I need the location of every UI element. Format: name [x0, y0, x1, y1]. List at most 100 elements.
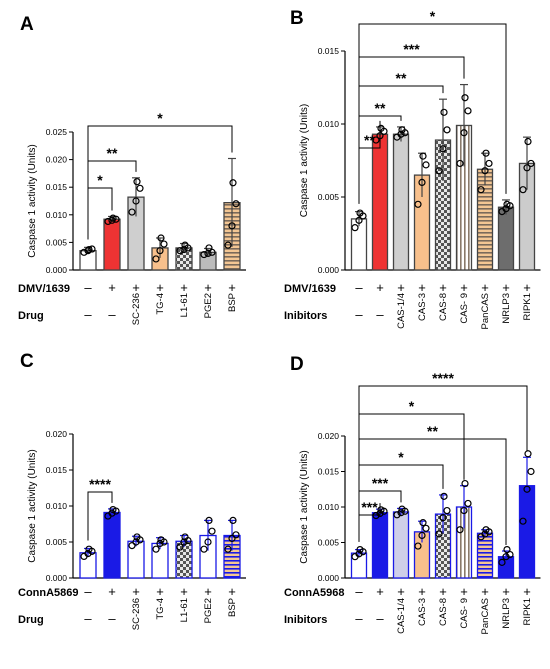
data-point — [152, 545, 160, 553]
y-tick-label: 0.005 — [318, 192, 340, 202]
data-point — [224, 241, 232, 249]
data-point — [456, 159, 464, 168]
significance-label: *** — [372, 475, 389, 491]
data-point — [482, 526, 490, 534]
data-point — [372, 511, 380, 520]
treatment-symbol: + — [397, 584, 405, 599]
chart-panel-b: Caspase 1 activity (Units) 0.000 0.005 0.01… — [284, 8, 541, 329]
data-point — [128, 208, 136, 216]
y-tick-label: 0.020 — [46, 429, 68, 439]
data-point — [208, 527, 216, 535]
data-point — [356, 209, 364, 217]
data-point — [435, 167, 443, 175]
bar — [371, 512, 389, 579]
drug-row-label: Inibitors — [284, 310, 327, 322]
y-tick-label: 0.005 — [46, 237, 68, 247]
data-point — [422, 161, 430, 169]
treatment-symbol: + — [156, 280, 164, 295]
data-point — [422, 524, 430, 532]
significance-label: ** — [427, 423, 438, 439]
data-point — [108, 509, 116, 517]
data-point — [85, 245, 93, 254]
y-tick-label: 0.005 — [318, 538, 340, 548]
data-point — [232, 200, 240, 208]
data-point — [527, 467, 535, 476]
treatment-row-label: ConnA5968 — [284, 587, 345, 599]
data-point — [377, 506, 385, 514]
category-label: BSP — [227, 598, 238, 617]
treatment-symbol: + — [228, 280, 236, 295]
data-point — [498, 558, 506, 566]
category-label: CAS-3 — [417, 598, 428, 626]
drug-symbol: – — [355, 307, 363, 322]
treatment-symbol: – — [84, 280, 92, 295]
data-point — [181, 533, 189, 541]
data-point — [176, 543, 184, 551]
data-point — [443, 506, 451, 515]
significance-label: * — [97, 172, 103, 188]
treatment-symbol: + — [460, 584, 468, 599]
data-point — [464, 499, 472, 508]
category-label: CAS-1/4 — [396, 293, 407, 329]
y-axis-label: Caspase 1 activity (Units) — [299, 104, 310, 217]
category-label: RIPK1 — [522, 293, 533, 320]
y-tick-label: 0.000 — [318, 265, 340, 275]
significance-label: * — [398, 449, 404, 465]
data-point — [372, 136, 380, 144]
data-point — [439, 514, 447, 522]
bar — [127, 540, 145, 579]
y-tick-label: 0.015 — [318, 467, 340, 477]
data-point — [523, 164, 531, 172]
significance-bracket — [87, 491, 113, 541]
treatment-symbol: – — [355, 280, 363, 295]
category-label: BSP — [227, 293, 238, 312]
data-point — [104, 217, 112, 226]
treatment-symbol: + — [180, 584, 188, 599]
category-label: PGE2 — [203, 598, 214, 623]
data-point — [481, 167, 489, 175]
category-label: NRLP3 — [501, 598, 512, 629]
treatment-symbol: + — [502, 584, 510, 599]
drug-symbol: – — [376, 611, 384, 626]
data-point — [132, 538, 140, 546]
y-axis-label: Caspase 1 activity (Units) — [27, 449, 38, 562]
data-point — [519, 186, 527, 194]
category-label: SC-236 — [131, 598, 142, 630]
treatment-symbol: + — [132, 584, 140, 599]
y-tick-label: 0.015 — [46, 182, 68, 192]
significance-label: ** — [375, 100, 386, 116]
bar — [371, 133, 389, 271]
y-axis-label: Caspase 1 activity (Units) — [299, 450, 310, 563]
data-point — [228, 222, 236, 230]
category-label: CAS-1/4 — [396, 598, 407, 634]
y-tick-label: 0.015 — [318, 46, 340, 56]
treatment-symbol: + — [108, 584, 116, 599]
significance-label: *** — [403, 41, 420, 57]
treatment-symbol: + — [180, 280, 188, 295]
data-point — [503, 200, 511, 208]
data-point — [393, 511, 401, 519]
y-tick-label: 0.000 — [46, 265, 68, 275]
category-label: L1-61 — [179, 598, 190, 622]
data-point — [355, 216, 363, 224]
drug-row-label: Drug — [18, 614, 44, 626]
significance-label: * — [157, 110, 163, 126]
category-label: CAS-8 — [438, 598, 449, 626]
significance-label: * — [430, 8, 436, 24]
y-tick-label: 0.000 — [318, 573, 340, 583]
category-label: TG-4 — [155, 293, 166, 315]
significance-label: * — [409, 398, 415, 414]
drug-symbol: – — [108, 307, 116, 322]
treatment-symbol: + — [439, 280, 447, 295]
data-point — [398, 505, 406, 513]
treatment-symbol: + — [204, 280, 212, 295]
y-tick-label: 0.010 — [46, 501, 68, 511]
category-label: RIPK1 — [522, 598, 533, 625]
panel-label-D: D — [290, 354, 304, 375]
data-point — [481, 530, 489, 538]
data-point — [460, 506, 468, 515]
y-tick-label: 0.020 — [46, 155, 68, 165]
data-point — [133, 533, 141, 541]
bar — [103, 511, 121, 579]
